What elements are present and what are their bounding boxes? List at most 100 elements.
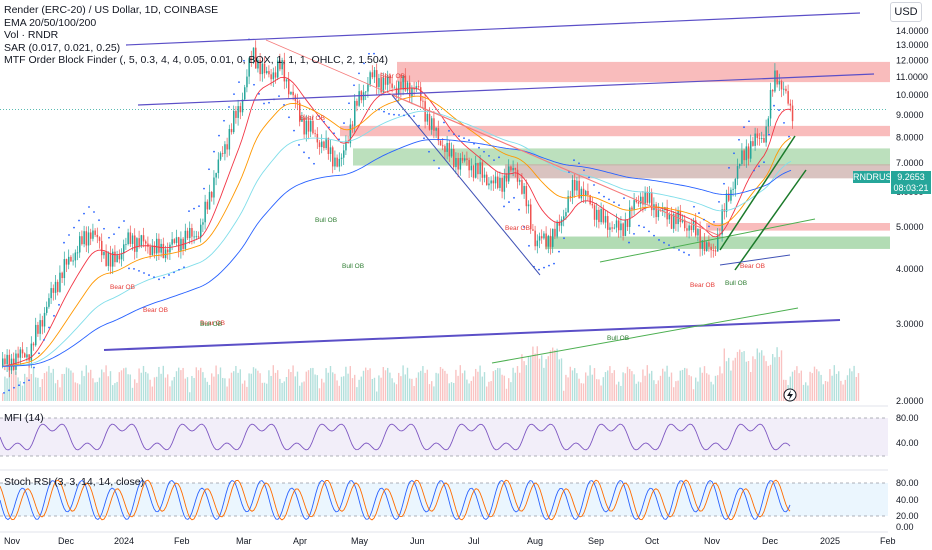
- sar-dot: [163, 276, 165, 279]
- candle-body: [428, 113, 431, 130]
- volume-bar: [184, 378, 186, 401]
- volume-bar: [448, 383, 450, 401]
- sar-dot: [108, 236, 110, 239]
- volume-bar: [525, 365, 527, 401]
- mfi-label[interactable]: MFI (14): [4, 412, 44, 424]
- volume-bar: [274, 372, 277, 401]
- volume-bar: [138, 368, 140, 401]
- volume-bar: [477, 371, 479, 401]
- volume-bar: [697, 381, 699, 401]
- candle-body: [345, 140, 347, 151]
- price-axis-label: 10.0000: [896, 90, 929, 100]
- volume-bar: [103, 372, 105, 401]
- ema-200-line: [2, 138, 792, 367]
- candle-body: [162, 243, 165, 259]
- candle-body: [246, 76, 248, 88]
- volume-bar: [318, 388, 321, 401]
- candle-body: [195, 236, 198, 238]
- candle-body: [310, 120, 312, 132]
- volume-bar: [853, 365, 855, 401]
- volume-bar: [237, 372, 239, 401]
- sar-dot: [763, 161, 765, 164]
- volume-bar: [362, 370, 365, 401]
- volume-bar: [497, 368, 499, 401]
- stoch-rsi-label[interactable]: Stoch RSI (3, 3, 14, 14, close): [4, 476, 145, 488]
- candle-body: [272, 72, 275, 80]
- candle-body: [415, 86, 418, 90]
- legend-vol[interactable]: Vol · RNDR: [4, 29, 59, 41]
- volume-bar: [580, 383, 582, 401]
- candle-body: [281, 60, 283, 70]
- sar-dot: [168, 274, 170, 276]
- candle-body: [351, 124, 354, 126]
- candle-body: [156, 238, 158, 254]
- volume-bar: [290, 371, 292, 401]
- bear-ob-zone: [397, 61, 890, 83]
- volume-bar: [303, 381, 305, 401]
- price-axis-label: 14.0000: [896, 26, 929, 36]
- volume-bar: [164, 377, 167, 401]
- price-axis-label: 4.0000: [896, 264, 924, 274]
- volume-bar: [558, 359, 560, 401]
- volume-bar: [732, 360, 734, 401]
- sar-dot: [468, 139, 470, 142]
- sar-dot: [113, 233, 115, 236]
- sar-dot: [683, 251, 685, 254]
- bear-ob-label: Bear OB: [505, 225, 530, 232]
- sar-dot: [523, 226, 525, 228]
- volume-bar: [365, 367, 367, 401]
- sar-dot: [708, 225, 710, 228]
- candle-body: [706, 242, 708, 251]
- sar-dot: [188, 210, 190, 213]
- sar-dot: [613, 201, 615, 204]
- volume-bar: [600, 385, 602, 401]
- volume-bar: [72, 372, 74, 401]
- candle-body: [43, 312, 46, 327]
- volume-bar: [244, 380, 246, 401]
- candle-body: [673, 214, 675, 229]
- legend-symbol[interactable]: Render (ERC-20) / US Dollar, 1D, COINBAS…: [4, 4, 219, 16]
- volume-bar: [314, 374, 316, 401]
- volume-bar: [367, 370, 369, 401]
- candle-body: [492, 180, 495, 184]
- candle-body: [512, 167, 514, 171]
- volume-bar: [98, 377, 101, 401]
- sar-dot: [138, 269, 140, 272]
- legend-ema[interactable]: EMA 20/50/100/200: [4, 16, 97, 29]
- candle-body: [752, 141, 754, 146]
- volume-bar: [567, 377, 569, 401]
- sar-dot: [543, 266, 545, 269]
- candle-body: [688, 225, 690, 231]
- volume-bar: [32, 367, 35, 401]
- volume-bar: [717, 375, 719, 401]
- sar-dot: [648, 230, 650, 233]
- candle-body: [739, 163, 741, 167]
- candle-body: [596, 209, 598, 220]
- candle-body: [250, 58, 253, 60]
- candle-body: [648, 192, 651, 203]
- volume-bar: [479, 365, 481, 401]
- bull-ob-zone: [353, 148, 890, 166]
- legend-sar[interactable]: SAR (0.017, 0.021, 0.25): [4, 41, 121, 54]
- volume-bar: [283, 381, 285, 401]
- candle-body: [472, 165, 475, 178]
- candle-body: [252, 47, 255, 60]
- bull-ob-label: Bull OB: [342, 263, 364, 270]
- volume-bar: [769, 364, 772, 401]
- volume-bar: [646, 365, 648, 401]
- volume-bar: [622, 372, 624, 401]
- candle-body: [431, 118, 433, 130]
- sar-dot: [723, 182, 725, 185]
- candle-body: [321, 141, 323, 148]
- legend-order-block[interactable]: MTF Order Block Finder (, 5, 0.3, 4, 4, …: [4, 54, 389, 66]
- time-axis-label: Dec: [762, 536, 779, 546]
- candle-body: [486, 174, 488, 186]
- volume-bar: [35, 377, 37, 401]
- sar-dot: [503, 205, 505, 208]
- volume-bar: [351, 378, 354, 401]
- sar-dot: [33, 366, 35, 369]
- candle-body: [6, 354, 8, 365]
- currency-button[interactable]: USD: [890, 2, 922, 22]
